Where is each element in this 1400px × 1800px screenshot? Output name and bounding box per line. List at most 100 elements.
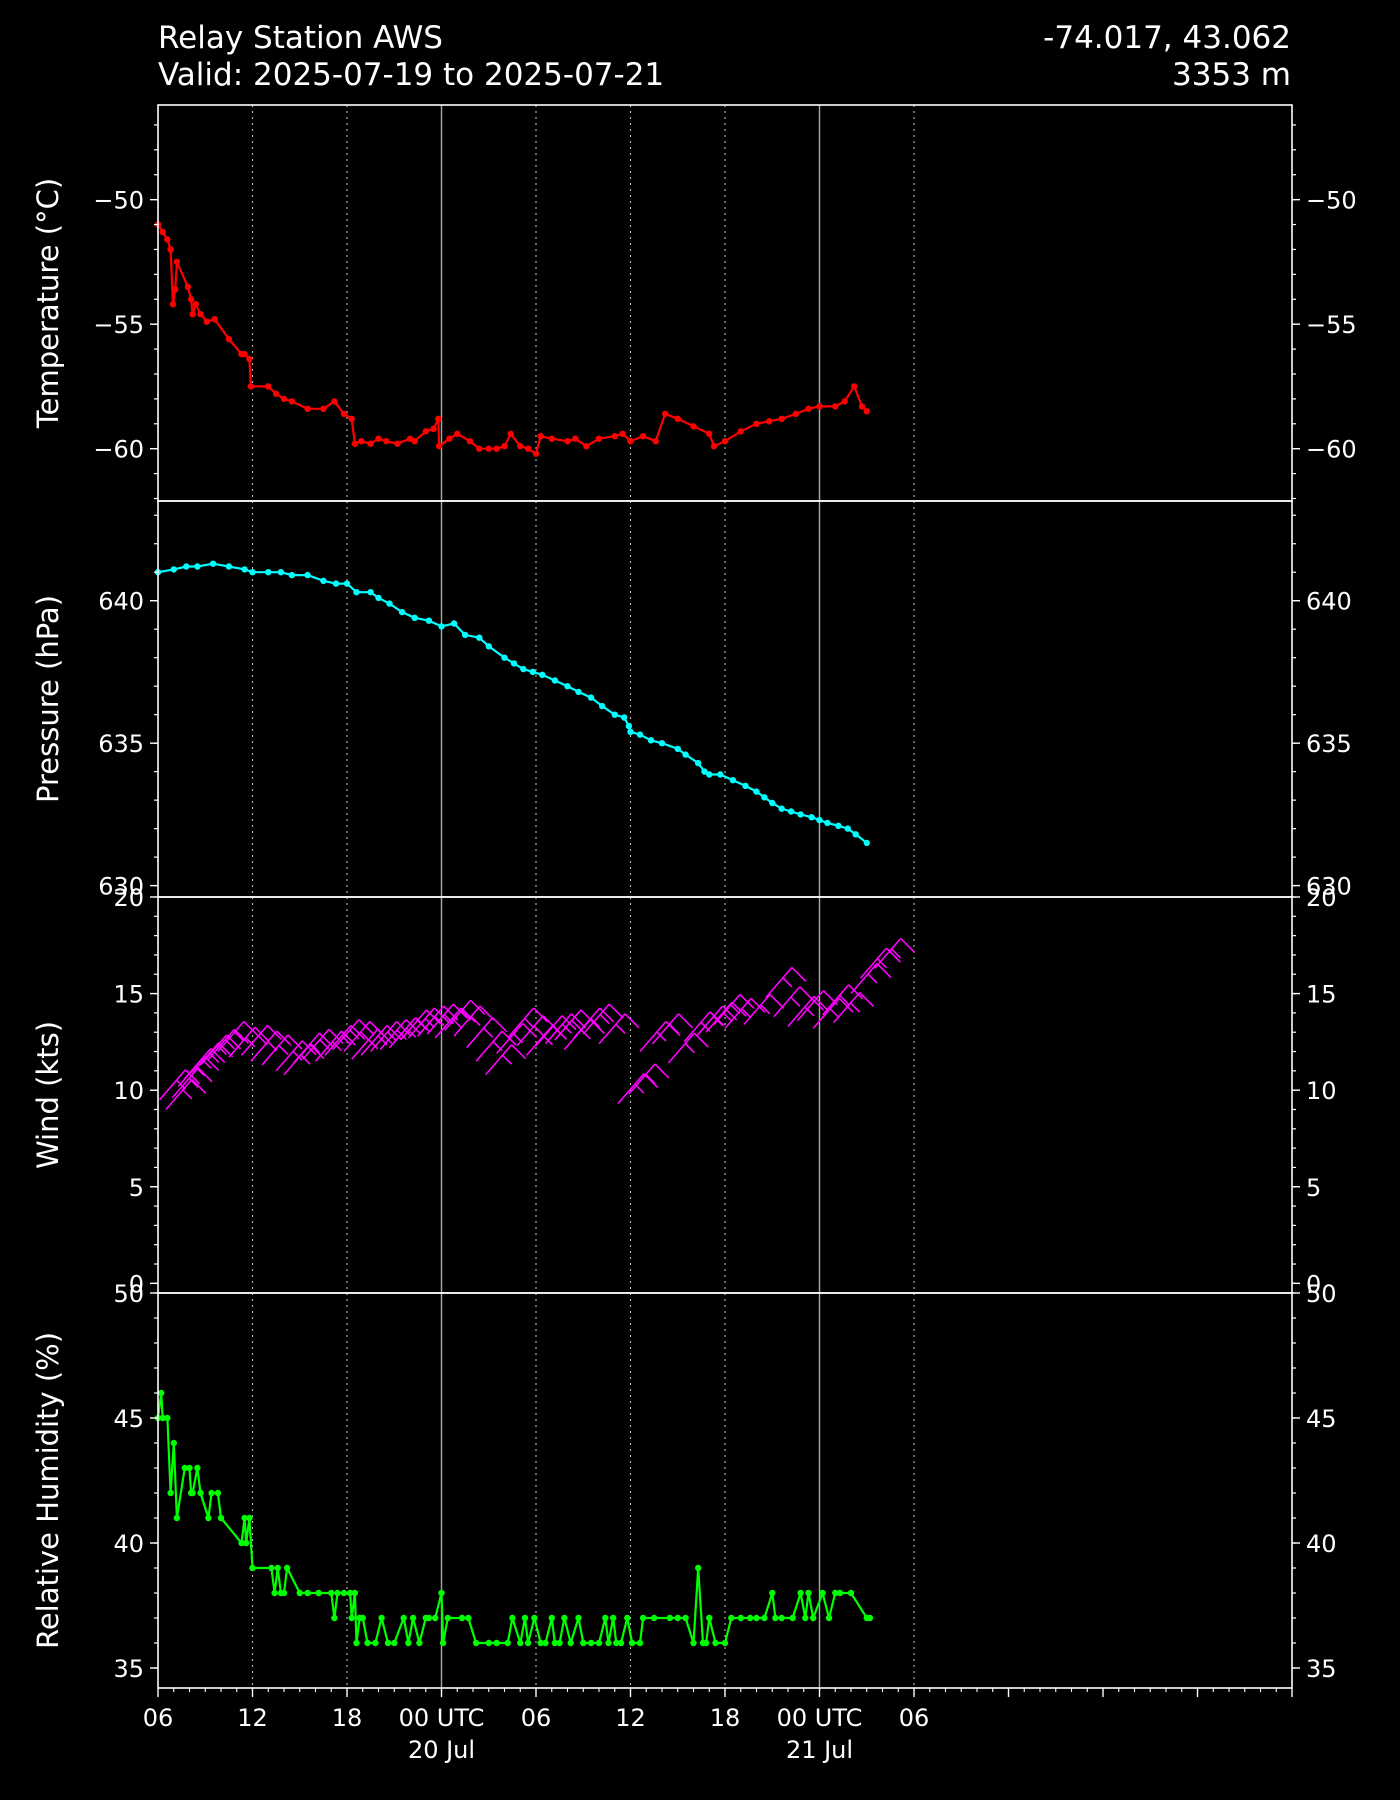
wind-barb (165, 1078, 207, 1111)
station-coordinates: -74.017, 43.062 (1043, 20, 1291, 56)
temperature-point (721, 438, 729, 445)
pressure-point (304, 571, 311, 579)
wind-barb-half-feather (234, 1031, 245, 1042)
y-tick-label: 640 (1306, 588, 1352, 616)
wind-barb-staff (812, 997, 840, 1029)
humidity-point (595, 1639, 603, 1647)
wind-barb (773, 986, 815, 1018)
pressure-point (729, 777, 737, 784)
wind-barb (525, 1024, 568, 1056)
wind-barb (812, 997, 854, 1029)
humidity-point (636, 1639, 644, 1647)
wind-barb-feather (309, 1044, 325, 1060)
wind-barb-feather (643, 1073, 659, 1089)
temperature-point (184, 283, 192, 290)
wind-barb-staff (388, 1017, 417, 1049)
pressure-point (706, 771, 713, 778)
y-tick-label: 630 (98, 873, 144, 901)
temperature-point (288, 398, 296, 405)
temperature-point (466, 438, 474, 445)
pressure-point (332, 580, 340, 587)
wind-barb-staff (525, 1024, 554, 1056)
temperature-point (765, 418, 773, 425)
humidity-point (246, 1514, 253, 1522)
wind-barb-half-feather (331, 1041, 343, 1052)
wind-barb-staff (399, 1009, 428, 1041)
y-tick-label: 0 (1306, 1270, 1321, 1298)
y-tick-label: −55 (1306, 311, 1357, 339)
temperature-point (187, 296, 195, 303)
wind-barb-feather (739, 993, 755, 1010)
y-tick-label: 635 (98, 730, 144, 758)
humidity-point (825, 1614, 833, 1622)
y-tick-label: 40 (1306, 1530, 1337, 1558)
wind-barb-staff (496, 1022, 524, 1054)
wind-barb-feather (791, 966, 807, 983)
wind-barb-staff (417, 1005, 445, 1037)
temperature-point (792, 410, 800, 417)
pressure-point (398, 608, 406, 616)
pressure-point (742, 782, 749, 790)
temperature-point (674, 415, 681, 422)
y-tick-label: 40 (113, 1530, 144, 1558)
y-tick-label: 50 (113, 1280, 144, 1308)
wind-barb (705, 1001, 747, 1033)
humidity-point (542, 1639, 549, 1647)
wind-barb-half-feather (867, 973, 878, 984)
temperature-point (611, 433, 618, 440)
wind-barb-feather (301, 1040, 317, 1056)
wind-barb-staff (598, 1013, 626, 1045)
wind-barb-half-feather (470, 1016, 481, 1027)
humidity-point (409, 1614, 417, 1622)
x-tick-label: 00 UTC (777, 1704, 863, 1732)
wind-barb-staff (184, 1048, 212, 1080)
humidity-point (472, 1639, 480, 1647)
humidity-point (721, 1639, 729, 1647)
pressure-point (461, 631, 469, 639)
humidity-point (304, 1589, 311, 1597)
wind-barb (171, 1067, 213, 1099)
humidity-point (706, 1614, 713, 1622)
pressure-point (425, 617, 433, 624)
wind-barb (217, 1020, 259, 1053)
humidity-point (810, 1614, 817, 1622)
x-axis: 06 12 18 00 UTC 20 Jul 06 12 18 00 UTC 21 Jul 06 (143, 1688, 1293, 1764)
humidity-point (548, 1614, 555, 1622)
temperature-point (816, 403, 823, 410)
humidity-point (778, 1614, 785, 1622)
chart-header-right: -74.017, 43.062 3353 m (1043, 20, 1291, 94)
wind-barb-feather (859, 991, 875, 1008)
y-tick-label: 10 (1306, 1077, 1337, 1105)
pressure-point (520, 665, 527, 673)
pressure-point (485, 643, 492, 650)
humidity-point (613, 1639, 620, 1647)
wind-barb-feather (533, 1007, 549, 1023)
temperature-point (710, 443, 718, 450)
temperature-point (173, 258, 181, 266)
wind-barb-feather (677, 1013, 694, 1029)
humidity-point (728, 1614, 735, 1622)
temperature-point (383, 438, 390, 445)
y-tick-label: 45 (113, 1405, 144, 1433)
temperature-point (340, 410, 348, 417)
wind-barb-staff (302, 1028, 330, 1060)
temperature-point (435, 415, 442, 422)
wind-barb (283, 1044, 325, 1076)
temperature-point (832, 403, 839, 410)
humidity-point (524, 1639, 532, 1647)
wind-barb-half-feather (615, 1023, 626, 1034)
y-tick-label: 640 (98, 588, 144, 616)
wind-barb-half-feather (483, 1027, 494, 1038)
humidity-point (836, 1589, 844, 1597)
pressure-point (852, 831, 859, 838)
humidity-point (167, 1489, 174, 1497)
wind-barb-staff (207, 1028, 236, 1060)
temperature-point (863, 408, 870, 415)
x-tick-label: 18 (332, 1704, 363, 1732)
temperature-point (564, 438, 571, 445)
humidity-point (789, 1614, 796, 1622)
wind-barb-feather (287, 1034, 303, 1050)
wind-barb-half-feather (349, 1029, 360, 1040)
wind-barb-half-feather (876, 958, 888, 969)
humidity-point (567, 1639, 574, 1647)
